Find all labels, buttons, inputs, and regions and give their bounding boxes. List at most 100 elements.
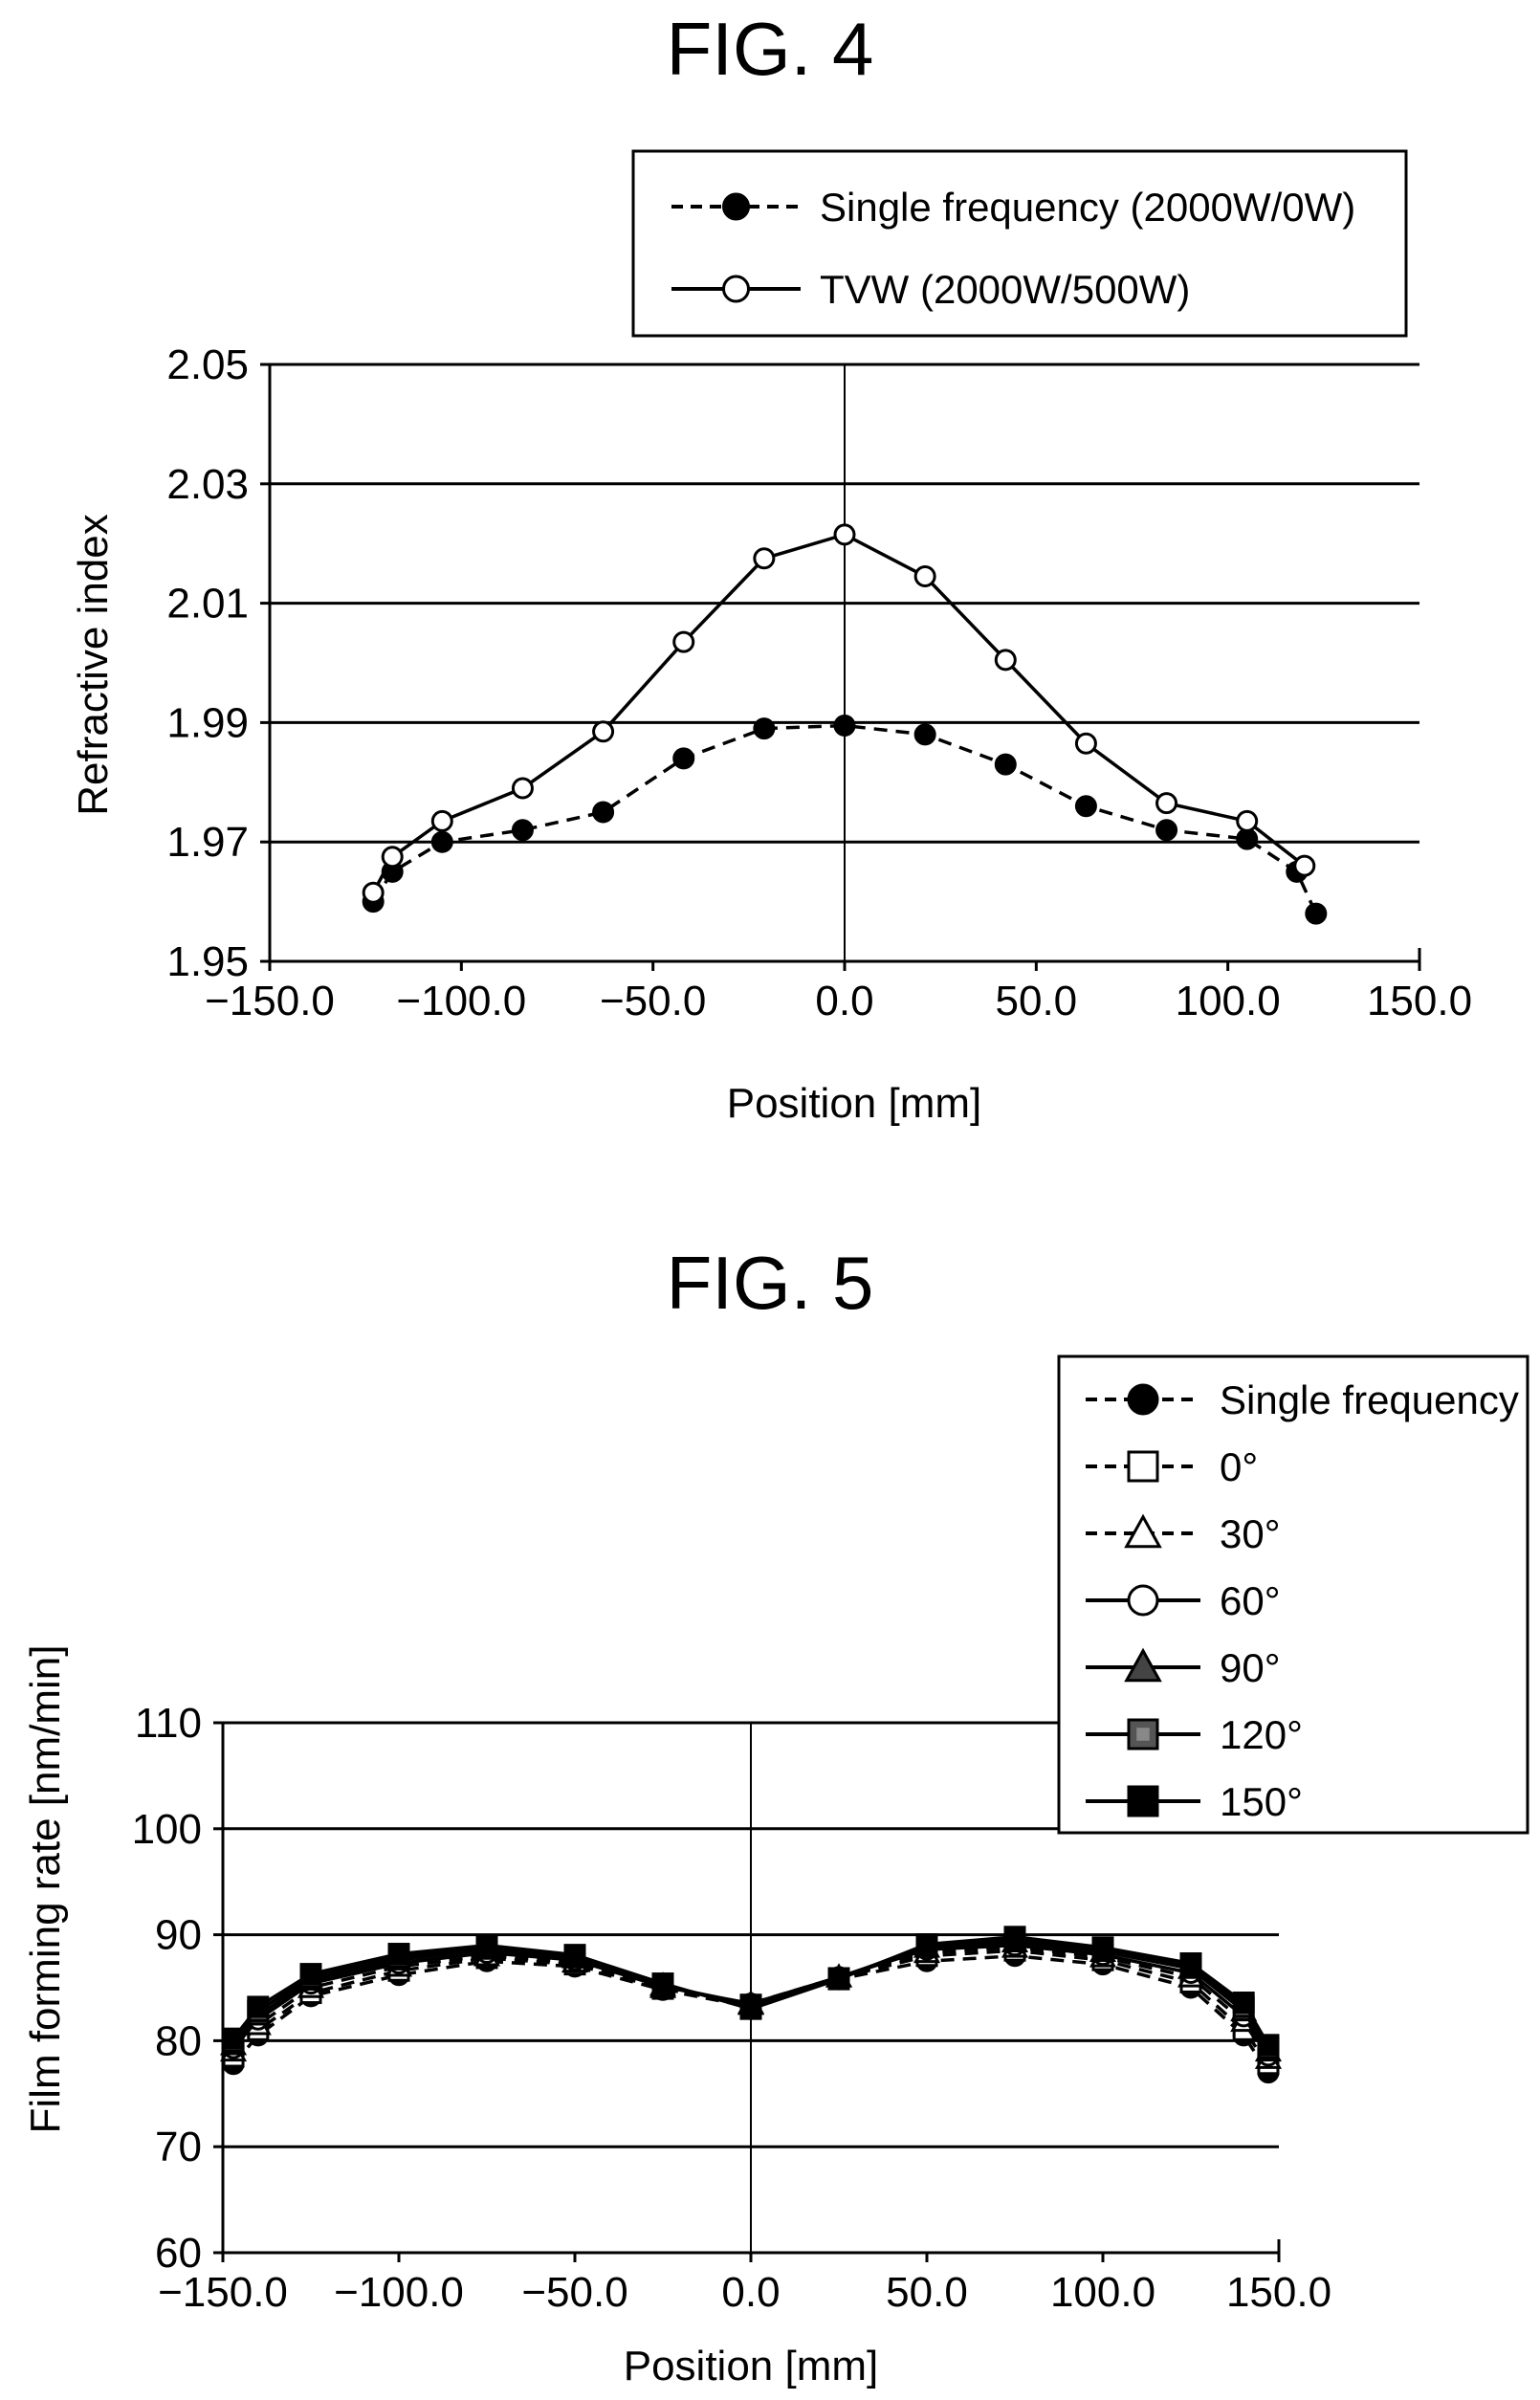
fig4-series-1-point-10 bbox=[1074, 732, 1097, 755]
fig5-legend-marker-0 bbox=[1127, 1383, 1159, 1416]
fig5-legend-entry-5: 120° bbox=[1086, 1712, 1303, 1757]
fig4-series-1-line bbox=[371, 532, 1306, 894]
fig5-chart: FIG. 5 −150.0 −100.0 −50.0 0.0 50.0 100.0 150.… bbox=[22, 1241, 1529, 2389]
fig5-legend-marker-2 bbox=[1124, 1513, 1162, 1549]
fig4-title: FIG. 4 bbox=[667, 7, 874, 91]
fig4-series-1-point-5 bbox=[672, 630, 695, 653]
fig5-legend-label-3: 60° bbox=[1220, 1578, 1281, 1623]
fig4-series-1-point-0 bbox=[362, 881, 385, 904]
fig5-legend-marker-4 bbox=[1124, 1647, 1162, 1683]
fig4-x-tick-label-5: 100.0 bbox=[1176, 978, 1281, 1024]
fig4-y-axis-label: Refractive index bbox=[70, 514, 117, 815]
fig5-series-6-point-7 bbox=[739, 1997, 762, 2020]
fig4-series-0-point-11 bbox=[1155, 819, 1178, 842]
fig5-series-6-point-3 bbox=[387, 1943, 410, 1966]
fig5-series-6-point-9 bbox=[915, 1933, 938, 1956]
fig5-y-axis-label: Film forming rate [nm/min] bbox=[22, 1645, 69, 2134]
fig5-legend-entry-2: 30° bbox=[1086, 1511, 1281, 1556]
fig4-series-1-point-8 bbox=[913, 565, 936, 588]
fig5-series-6-point-13 bbox=[1232, 1992, 1255, 2015]
fig4-series-0-point-2 bbox=[430, 830, 453, 853]
fig5-legend: Single frequency 0° 30° 60° 90° 120° 150° bbox=[1057, 1354, 1529, 1835]
fig4-series-1-point-3 bbox=[511, 777, 534, 800]
fig4-series-0-point-9 bbox=[994, 753, 1017, 776]
fig5-series-6 bbox=[222, 1926, 1280, 2057]
fig5-series-6-point-12 bbox=[1179, 1952, 1202, 1975]
fig5-series-group bbox=[219, 1926, 1283, 2084]
fig5-series-6-point-0 bbox=[222, 2027, 245, 2050]
fig4-legend-entry-0: Single frequency (2000W/0W) bbox=[671, 185, 1355, 230]
fig5-series-6-point-5 bbox=[563, 1944, 586, 1967]
fig4-series-group bbox=[362, 523, 1328, 925]
fig4-y-tick-label-0: 1.95 bbox=[166, 938, 249, 985]
fig5-series-6-point-4 bbox=[475, 1934, 498, 1957]
fig5-legend-entry-6: 150° bbox=[1086, 1779, 1303, 1824]
fig5-legend-label-1: 0° bbox=[1220, 1444, 1258, 1489]
fig4-legend-label-1: TVW (2000W/500W) bbox=[820, 267, 1190, 312]
fig4-x-tick-label-0: −150.0 bbox=[205, 978, 335, 1024]
fig4-legend-box bbox=[631, 149, 1408, 338]
fig4-series-0-point-8 bbox=[913, 723, 936, 746]
fig5-x-tick-label-0: −150.0 bbox=[158, 2269, 288, 2316]
fig5-legend-entry-0: Single frequency bbox=[1086, 1377, 1519, 1422]
fig4-series-0-point-7 bbox=[833, 715, 856, 738]
fig4-y-tick-label-4: 2.03 bbox=[166, 461, 249, 508]
fig4-series-1-point-1 bbox=[381, 846, 404, 869]
fig5-series-6-point-14 bbox=[1257, 2034, 1280, 2057]
fig5-x-tick-label-5: 100.0 bbox=[1050, 2269, 1155, 2316]
fig4-series-0-point-4 bbox=[592, 801, 615, 824]
fig5-legend-entry-3: 60° bbox=[1086, 1578, 1281, 1623]
fig4-gridlines bbox=[270, 363, 1419, 963]
fig5-x-axis-label: Position [mm] bbox=[624, 2343, 879, 2389]
fig5-y-tick-label-5: 110 bbox=[135, 1700, 202, 1747]
fig5-legend-marker-6 bbox=[1127, 1785, 1159, 1817]
fig4-y-tick-label-3: 2.01 bbox=[166, 581, 249, 628]
fig4-chart: FIG. 4 −150.0 −100.0 −50.0 0.0 50.0 100.0 150.… bbox=[70, 7, 1472, 1127]
fig5-y-tick-label-1: 70 bbox=[155, 2124, 202, 2170]
fig4-x-tick-label-4: 50.0 bbox=[996, 978, 1078, 1024]
fig4-series-0-point-5 bbox=[672, 747, 695, 770]
fig5-series-6-point-10 bbox=[1003, 1926, 1026, 1949]
fig4-series-1-point-4 bbox=[592, 720, 615, 743]
fig5-y-tick-label-4: 100 bbox=[132, 1806, 202, 1853]
fig4-series-0-point-14 bbox=[1305, 902, 1328, 925]
fig5-axes: −150.0 −100.0 −50.0 0.0 50.0 100.0 150.0 60 70 80… bbox=[132, 1700, 1331, 2316]
fig4-series-0-line bbox=[371, 723, 1318, 914]
fig4-axes: −150.0 −100.0 −50.0 0.0 50.0 100.0 150.0 1.95 1.… bbox=[166, 341, 1472, 1024]
fig5-series-6-point-11 bbox=[1091, 1936, 1114, 1959]
fig4-series-0-point-10 bbox=[1074, 795, 1097, 818]
fig4-series-0-point-6 bbox=[753, 717, 776, 740]
fig5-legend-label-6: 150° bbox=[1220, 1779, 1303, 1824]
fig5-legend-entry-1: 0° bbox=[1086, 1444, 1258, 1489]
fig5-x-tick-label-1: −100.0 bbox=[334, 2269, 464, 2316]
fig5-legend-marker-3 bbox=[1127, 1584, 1159, 1617]
fig5-legend-label-0: Single frequency bbox=[1220, 1377, 1519, 1422]
fig5-series-6-point-8 bbox=[827, 1968, 850, 1991]
fig4-y-tick-label-5: 2.05 bbox=[166, 341, 249, 388]
fig5-x-tick-label-6: 150.0 bbox=[1226, 2269, 1331, 2316]
fig4-series-0-point-3 bbox=[511, 819, 534, 842]
fig4-legend-marker-0 bbox=[722, 192, 750, 221]
fig4-series-1-point-7 bbox=[833, 523, 856, 546]
fig4-x-tick-label-3: 0.0 bbox=[815, 978, 873, 1024]
fig4-x-tick-label-2: −50.0 bbox=[600, 978, 706, 1024]
fig5-legend-label-4: 90° bbox=[1220, 1645, 1281, 1690]
fig5-series-2-line bbox=[231, 1946, 1270, 2060]
fig5-legend-marker-5 bbox=[1127, 1718, 1159, 1750]
fig4-legend-entry-1: TVW (2000W/500W) bbox=[671, 267, 1190, 312]
fig4-series-1-point-13 bbox=[1293, 854, 1316, 877]
fig4-series-0 bbox=[362, 715, 1328, 925]
fig4-x-axis-label: Position [mm] bbox=[727, 1080, 982, 1127]
fig5-series-6-point-1 bbox=[247, 1995, 270, 2018]
fig4-series-1 bbox=[362, 523, 1316, 904]
fig5-y-tick-label-0: 60 bbox=[155, 2230, 202, 2277]
fig4-series-0-point-12 bbox=[1236, 827, 1259, 850]
fig5-legend-label-2: 30° bbox=[1220, 1511, 1281, 1556]
fig4-y-tick-label-2: 1.99 bbox=[166, 699, 249, 746]
fig5-series-1-line bbox=[231, 1949, 1270, 2065]
fig5-series-6-point-6 bbox=[651, 1972, 674, 1995]
fig4-y-tick-label-1: 1.97 bbox=[166, 819, 249, 866]
fig4-x-tick-label-6: 150.0 bbox=[1367, 978, 1472, 1024]
